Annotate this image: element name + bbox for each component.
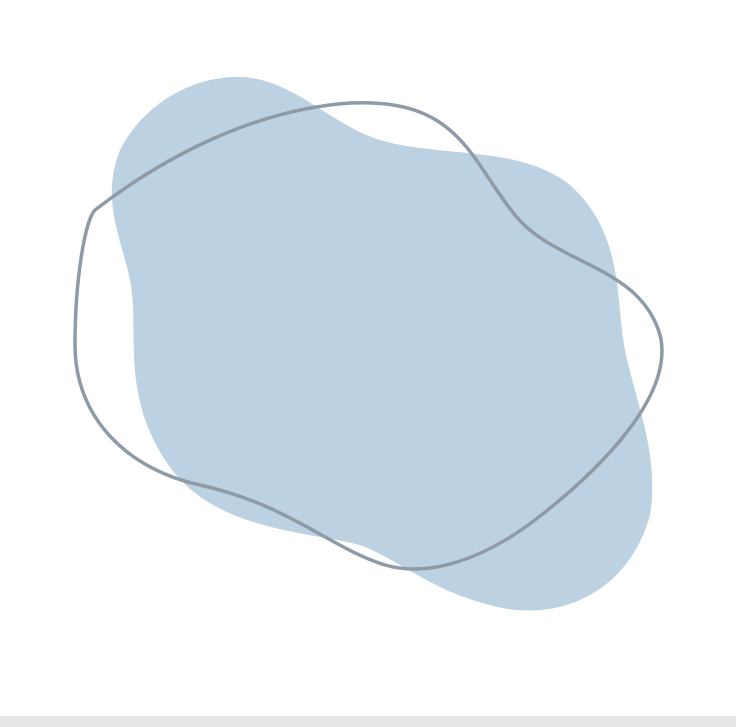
filled-blob-shape bbox=[111, 76, 653, 611]
bottom-divider-strip bbox=[0, 716, 736, 727]
outline-blob-shape bbox=[73, 101, 664, 571]
